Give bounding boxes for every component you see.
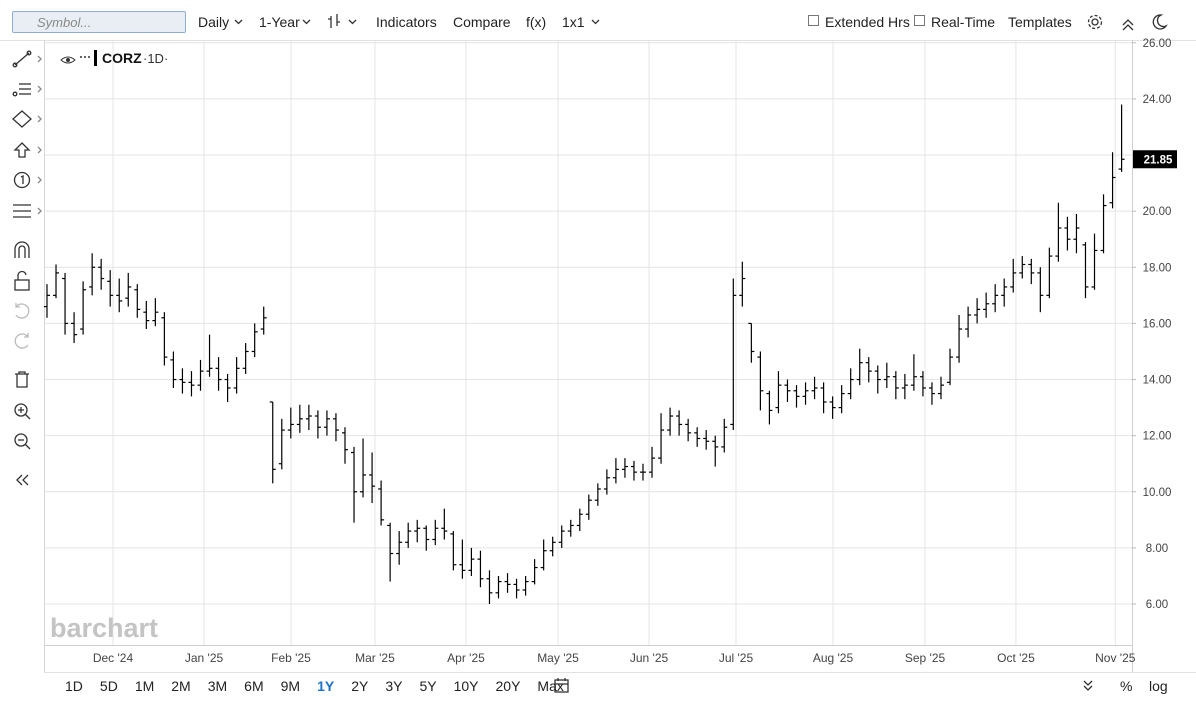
theme-toggle[interactable]: [1152, 14, 1168, 30]
x-tick-label: Jan '25: [185, 651, 224, 665]
x-tick-label: Mar '25: [355, 651, 395, 665]
extended-hours-label[interactable]: Extended Hrs: [825, 14, 910, 30]
log-toggle[interactable]: log: [1149, 678, 1168, 694]
symbol-search[interactable]: Symbol...: [12, 11, 186, 33]
legend-interval: ·1D·: [143, 51, 168, 66]
compare-button[interactable]: Compare: [453, 14, 511, 30]
left-toolbar: [12, 50, 42, 486]
range-button[interactable]: 5Y: [419, 678, 437, 694]
real-time-label[interactable]: Real-Time: [931, 14, 996, 30]
collapse-panel[interactable]: [16, 474, 29, 486]
visibility-icon-pupil: [66, 58, 70, 62]
y-tick-label: 18.00: [1143, 262, 1172, 274]
fib-tool[interactable]: [12, 83, 42, 97]
templates-button[interactable]: Templates: [1008, 14, 1072, 30]
redo[interactable]: [14, 333, 29, 349]
zoom-out[interactable]: [14, 433, 31, 450]
interval-dropdown[interactable]: Daily: [198, 14, 230, 30]
x-tick-label: Aug '25: [813, 651, 854, 665]
period-dropdown[interactable]: 1-Year: [259, 14, 300, 30]
range-button[interactable]: 9M: [280, 678, 301, 694]
search-placeholder: Symbol...: [37, 15, 92, 30]
real-time-checkbox[interactable]: [914, 15, 925, 26]
fx-button[interactable]: f(x): [526, 14, 547, 30]
legend: CORZ ·1D·: [60, 50, 168, 66]
menu-dot[interactable]: [80, 56, 82, 58]
calendar-icon[interactable]: [554, 678, 569, 693]
range-button[interactable]: 1D: [65, 678, 83, 694]
dropdown-chevron[interactable]: [234, 19, 243, 25]
x-tick-label: Dec '24: [93, 651, 134, 665]
magnet-tool[interactable]: [14, 241, 30, 258]
delete[interactable]: [15, 371, 29, 388]
watermark: barchart: [50, 613, 158, 643]
price-bars: [43, 104, 1125, 605]
menu-dot[interactable]: [84, 56, 86, 58]
y-tick-label: 20.00: [1143, 206, 1172, 218]
x-tick-label: Sep '25: [905, 651, 946, 665]
range-button[interactable]: 3Y: [385, 678, 403, 694]
menu-dot[interactable]: [88, 56, 90, 58]
visibility-icon[interactable]: [60, 56, 76, 64]
dropdown-chevron[interactable]: [591, 19, 600, 25]
range-button[interactable]: 6M: [244, 678, 264, 694]
extended-hours-checkbox[interactable]: [808, 15, 819, 26]
expand-chevrons[interactable]: [1083, 680, 1093, 691]
chart-type-icon[interactable]: [328, 14, 340, 28]
y-tick-label: 14.00: [1143, 375, 1172, 387]
x-tick-label: Nov '25: [1095, 651, 1136, 665]
dropdown-chevron[interactable]: [348, 19, 357, 25]
range-button[interactable]: 1Y: [317, 678, 335, 694]
undo[interactable]: [15, 303, 30, 319]
range-button[interactable]: 1M: [134, 678, 155, 694]
trend-line-tool[interactable]: [12, 50, 42, 68]
x-tick-label: May '25: [537, 651, 579, 665]
range-button[interactable]: 20Y: [495, 678, 521, 694]
y-tick-label: 26.00: [1143, 38, 1172, 50]
range-button[interactable]: 3M: [207, 678, 228, 694]
x-tick-label: Jul '25: [719, 651, 754, 665]
x-tick-label: Apr '25: [447, 651, 485, 665]
last-price-box: [1133, 150, 1177, 169]
dropdown-chevron[interactable]: [302, 19, 311, 25]
collapse-toolbar[interactable]: [1122, 19, 1134, 31]
grid: [45, 40, 1132, 645]
toolbar-icons: [18, 14, 1168, 693]
lock-tool[interactable]: [14, 270, 30, 291]
y-tick-label: 10.00: [1143, 487, 1172, 499]
arrow-tool[interactable]: [13, 142, 42, 158]
y-tick-label: 8.00: [1146, 543, 1168, 555]
range-button[interactable]: Max: [537, 678, 564, 694]
layout-dropdown[interactable]: 1x1: [562, 14, 585, 30]
zoom-in[interactable]: [14, 403, 31, 420]
annotation-tool[interactable]: [13, 171, 42, 189]
shape-tool[interactable]: [12, 110, 42, 128]
y-tick-label: 24.00: [1143, 94, 1172, 106]
y-tick-label: 16.00: [1143, 318, 1172, 330]
legend-symbol: CORZ: [102, 50, 142, 66]
last-price-label: 21.85: [1144, 154, 1173, 166]
percent-toggle[interactable]: %: [1120, 678, 1133, 694]
range-button[interactable]: 10Y: [453, 678, 479, 694]
settings-icon[interactable]: [1087, 14, 1103, 30]
y-tick-label: 12.00: [1143, 431, 1172, 443]
y-tick-label: 6.00: [1146, 599, 1168, 611]
series-swatch: [94, 50, 97, 66]
x-tick-label: Oct '25: [997, 651, 1035, 665]
range-button[interactable]: 2Y: [351, 678, 369, 694]
settings-lines-tool[interactable]: [13, 204, 42, 218]
x-tick-label: Feb '25: [271, 651, 311, 665]
indicators-button[interactable]: Indicators: [376, 14, 437, 30]
range-button[interactable]: 2M: [171, 678, 191, 694]
axes: 6.008.0010.0012.0014.0016.0018.0020.0022…: [93, 38, 1177, 665]
range-button[interactable]: 5D: [99, 678, 118, 694]
x-tick-label: Jun '25: [630, 651, 669, 665]
